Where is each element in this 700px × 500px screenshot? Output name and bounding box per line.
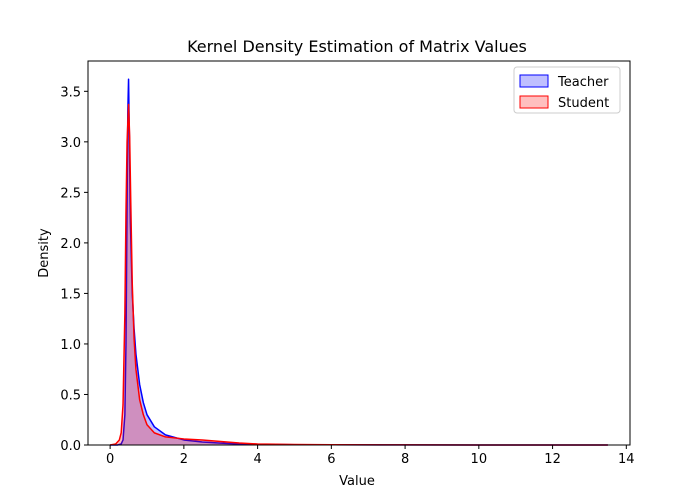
y-tick-label: 3.5 bbox=[60, 85, 81, 100]
chart-title: Kernel Density Estimation of Matrix Valu… bbox=[187, 37, 527, 56]
y-tick-label: 2.5 bbox=[60, 186, 81, 201]
y-tick-label: 2.0 bbox=[60, 237, 81, 252]
y-tick-label: 0.0 bbox=[60, 439, 81, 454]
y-tick-label: 0.5 bbox=[60, 388, 81, 403]
legend-swatch-student bbox=[519, 95, 549, 109]
x-tick-label: 8 bbox=[401, 452, 409, 467]
plot-area: 0 2 4 6 8 10 12 14 0.0 0.5 1.0 1.5 2.0 2.5 3.0 3.5 bbox=[60, 60, 635, 467]
x-tick-label: 6 bbox=[327, 452, 335, 467]
legend-swatch-teacher bbox=[519, 74, 549, 88]
x-tick-label: 0 bbox=[106, 452, 114, 467]
axes-frame bbox=[87, 60, 631, 446]
y-tick-label: 1.0 bbox=[60, 338, 81, 353]
y-tick-label: 3.0 bbox=[60, 136, 81, 151]
legend-label-student: Student bbox=[558, 96, 609, 111]
x-tick-label: 4 bbox=[253, 452, 261, 467]
x-tick-label: 14 bbox=[618, 452, 635, 467]
x-tick-label: 2 bbox=[180, 452, 188, 467]
y-tick-label: 1.5 bbox=[60, 287, 81, 302]
y-axis-label: Density bbox=[37, 228, 52, 278]
x-axis-label: Value bbox=[339, 474, 375, 489]
x-tick-label: 12 bbox=[544, 452, 561, 467]
x-tick-label: 10 bbox=[471, 452, 488, 467]
legend-label-teacher: Teacher bbox=[557, 75, 609, 90]
legend-box bbox=[513, 66, 621, 114]
legend: Teacher Student bbox=[513, 66, 621, 114]
